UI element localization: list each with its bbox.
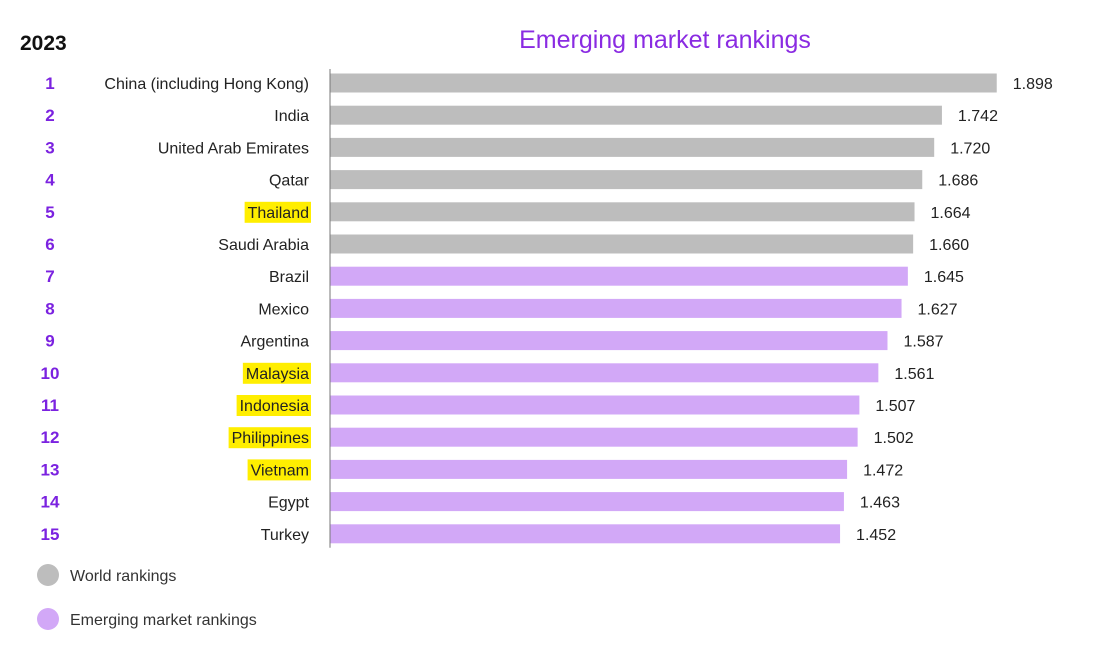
category-label: India: [274, 108, 309, 125]
category-label: United Arab Emirates: [158, 140, 309, 157]
value-label: 1.742: [958, 108, 998, 125]
bar-saudi-arabia: [330, 234, 914, 254]
value-label: 1.587: [903, 334, 943, 351]
rank-number: 11: [41, 396, 59, 415]
rank-number: 2: [45, 106, 54, 125]
labels-layer: 1 China (including Hong Kong) 1.898 2 India 1…: [41, 74, 1053, 544]
rank-number: 7: [45, 267, 54, 286]
label-highlight: [242, 362, 311, 384]
value-label: 1.472: [863, 462, 903, 479]
category-label: Egypt: [268, 495, 309, 512]
rank-number: 5: [45, 203, 54, 222]
legend-swatch-emerging: [37, 608, 59, 630]
bar-united-arab-emirates: [330, 137, 935, 157]
bar-argentina: [330, 331, 888, 351]
value-label: 1.452: [856, 527, 896, 544]
legend-swatch-world: [37, 564, 59, 586]
legend-label-emerging: Emerging market rankings: [70, 612, 257, 629]
value-label: 1.664: [931, 205, 971, 222]
category-label: Thailand: [248, 205, 309, 222]
rank-number: 1: [45, 74, 54, 93]
category-label: Saudi Arabia: [218, 237, 309, 254]
category-label: Mexico: [258, 301, 309, 318]
category-label: Qatar: [269, 173, 310, 190]
chart-title: Emerging market rankings: [519, 26, 811, 54]
category-label: China (including Hong Kong): [104, 76, 309, 93]
value-label: 1.720: [950, 140, 990, 157]
category-label: Brazil: [269, 269, 309, 286]
legend: World rankings Emerging market rankings: [37, 564, 257, 630]
rank-number: 13: [41, 460, 60, 479]
bar-philippines: [330, 427, 858, 447]
category-label: Turkey: [261, 527, 309, 544]
bar-india: [330, 105, 942, 125]
category-label: Vietnam: [251, 462, 309, 479]
bar-mexico: [330, 298, 902, 318]
rank-number: 15: [41, 525, 60, 544]
category-label: Indonesia: [240, 398, 309, 415]
bar-brazil: [330, 266, 908, 286]
bar-turkey: [330, 524, 841, 544]
rank-number: 8: [45, 299, 54, 318]
label-highlight: [236, 395, 311, 416]
value-label: 1.561: [894, 366, 934, 383]
category-label: Philippines: [232, 430, 309, 447]
category-label: Argentina: [241, 334, 310, 351]
rank-number: 12: [41, 428, 60, 447]
rank-number: 3: [45, 138, 54, 157]
label-highlight: [244, 201, 311, 223]
value-label: 1.898: [1013, 76, 1053, 93]
year-label: 2023: [20, 32, 67, 55]
bars-layer: [330, 73, 997, 544]
bar-thailand: [330, 202, 915, 222]
value-label: 1.627: [918, 301, 958, 318]
value-label: 1.507: [875, 398, 915, 415]
bar-vietnam: [330, 459, 848, 479]
legend-label-world: World rankings: [70, 568, 176, 585]
label-highlight: [247, 459, 311, 481]
bar-qatar: [330, 170, 923, 190]
value-label: 1.660: [929, 237, 969, 254]
bar-china-including-hong-kong-: [330, 73, 997, 93]
category-label: Malaysia: [246, 366, 309, 383]
value-label: 1.502: [874, 430, 914, 447]
rank-number: 4: [45, 171, 55, 190]
bar-malaysia: [330, 363, 879, 383]
rank-number: 6: [45, 235, 54, 254]
value-label: 1.686: [938, 173, 978, 190]
rank-number: 9: [45, 332, 54, 351]
rank-number: 14: [41, 493, 60, 512]
value-label: 1.463: [860, 495, 900, 512]
highlight-layer: [228, 201, 311, 481]
label-highlight: [228, 427, 311, 449]
bar-indonesia: [330, 395, 860, 415]
bar-egypt: [330, 492, 844, 512]
value-label: 1.645: [924, 269, 964, 286]
rank-number: 10: [41, 364, 60, 383]
